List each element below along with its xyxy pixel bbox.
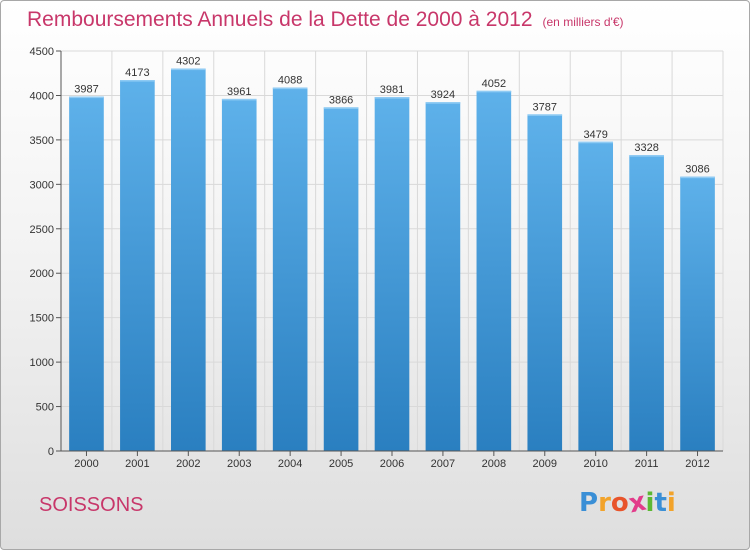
bar-2009	[527, 114, 563, 451]
bar-value-label: 3961	[227, 86, 251, 98]
chart-title-text: Remboursements Annuels de la Dette de 20…	[27, 8, 533, 31]
bar-highlight	[629, 155, 664, 157]
x-tick-label: 2002	[176, 458, 200, 470]
chart-title: Remboursements Annuels de la Dette de 20…	[27, 8, 624, 32]
y-tick-label: 3500	[30, 135, 54, 147]
bar-highlight	[680, 176, 715, 179]
proxiti-logo: Proxiti	[579, 487, 676, 520]
bar-2001	[120, 80, 155, 452]
bar-highlight	[170, 68, 206, 71]
y-tick-label: 1000	[30, 357, 54, 369]
bar-highlight	[120, 80, 155, 82]
y-tick-label: 1500	[30, 313, 54, 325]
y-tick-label: 3000	[30, 179, 54, 191]
bar-2007	[425, 102, 461, 451]
x-tick-label: 2001	[125, 458, 149, 470]
logo-letter: r	[598, 488, 611, 518]
x-tick-label: 2005	[329, 458, 353, 470]
y-tick-label: 4000	[30, 90, 54, 102]
y-tick-label: 2500	[30, 224, 54, 236]
data-labels: 3987 4173 4302 3961 4088 3866 3981 3924 4052 3787…	[74, 56, 710, 176]
x-tick-label: 2008	[482, 458, 506, 470]
x-tick-label: 2010	[583, 458, 607, 470]
bar-highlight	[527, 114, 563, 116]
y-tick-label: 500	[36, 402, 54, 414]
bar-2010	[578, 141, 614, 451]
bar-highlight	[272, 87, 308, 90]
bar-2006	[374, 97, 410, 451]
x-tick-label: 2004	[278, 458, 302, 470]
x-tick-label: 2007	[431, 458, 455, 470]
logo-letter: t	[654, 488, 667, 518]
bar-2008	[476, 90, 512, 452]
bar-highlight	[476, 90, 512, 93]
logo-letter: i	[666, 488, 676, 518]
bar-highlight	[374, 97, 410, 99]
y-tick-label: 2000	[30, 268, 54, 280]
x-tick-label: 2012	[685, 458, 709, 470]
bar-highlight	[578, 141, 614, 144]
bar-2012	[680, 176, 715, 451]
bar-value-label: 3328	[634, 142, 658, 154]
bar-value-label: 3479	[583, 129, 607, 141]
x-tick-label: 2006	[380, 458, 404, 470]
bar-2000	[69, 96, 104, 451]
bar-value-label: 3987	[74, 84, 98, 96]
bar-value-label: 4173	[125, 67, 149, 79]
bar-value-label: 3981	[380, 84, 404, 96]
x-tick-label: 2009	[533, 458, 557, 470]
bar-highlight	[425, 102, 461, 104]
y-tick-label: 4500	[30, 46, 54, 58]
axes: 0 500 1000 1500 2000 2500 3000 3500 4000 4500 2000…	[30, 46, 723, 470]
x-tick-label: 2011	[635, 458, 659, 470]
bar-highlight	[323, 107, 359, 109]
bar-2003	[221, 98, 257, 452]
bar-value-label: 3787	[533, 101, 557, 113]
bars	[69, 68, 715, 452]
bar-value-label: 4088	[278, 75, 302, 87]
bar-2002	[170, 68, 206, 451]
bar-highlight	[69, 96, 104, 99]
bar-value-label: 3924	[431, 89, 455, 101]
bar-2004	[272, 87, 308, 451]
bar-2005	[323, 107, 359, 451]
bar-value-label: 4302	[176, 56, 200, 68]
x-tick-label: 2003	[227, 458, 251, 470]
bar-value-label: 4052	[482, 78, 506, 90]
city-label: SOISSONS	[39, 494, 144, 516]
logo-letter: o	[610, 488, 629, 518]
bar-2011	[629, 155, 664, 451]
logo-letter: P	[579, 488, 599, 518]
bar-highlight	[221, 98, 257, 101]
logo-letter: i	[645, 488, 655, 518]
y-tick-label: 0	[48, 446, 54, 458]
bar-value-label: 3866	[329, 94, 353, 106]
chart-unit-note: (en milliers d'€)	[542, 15, 624, 29]
bar-value-label: 3086	[685, 164, 709, 176]
x-tick-label: 2000	[74, 458, 98, 470]
